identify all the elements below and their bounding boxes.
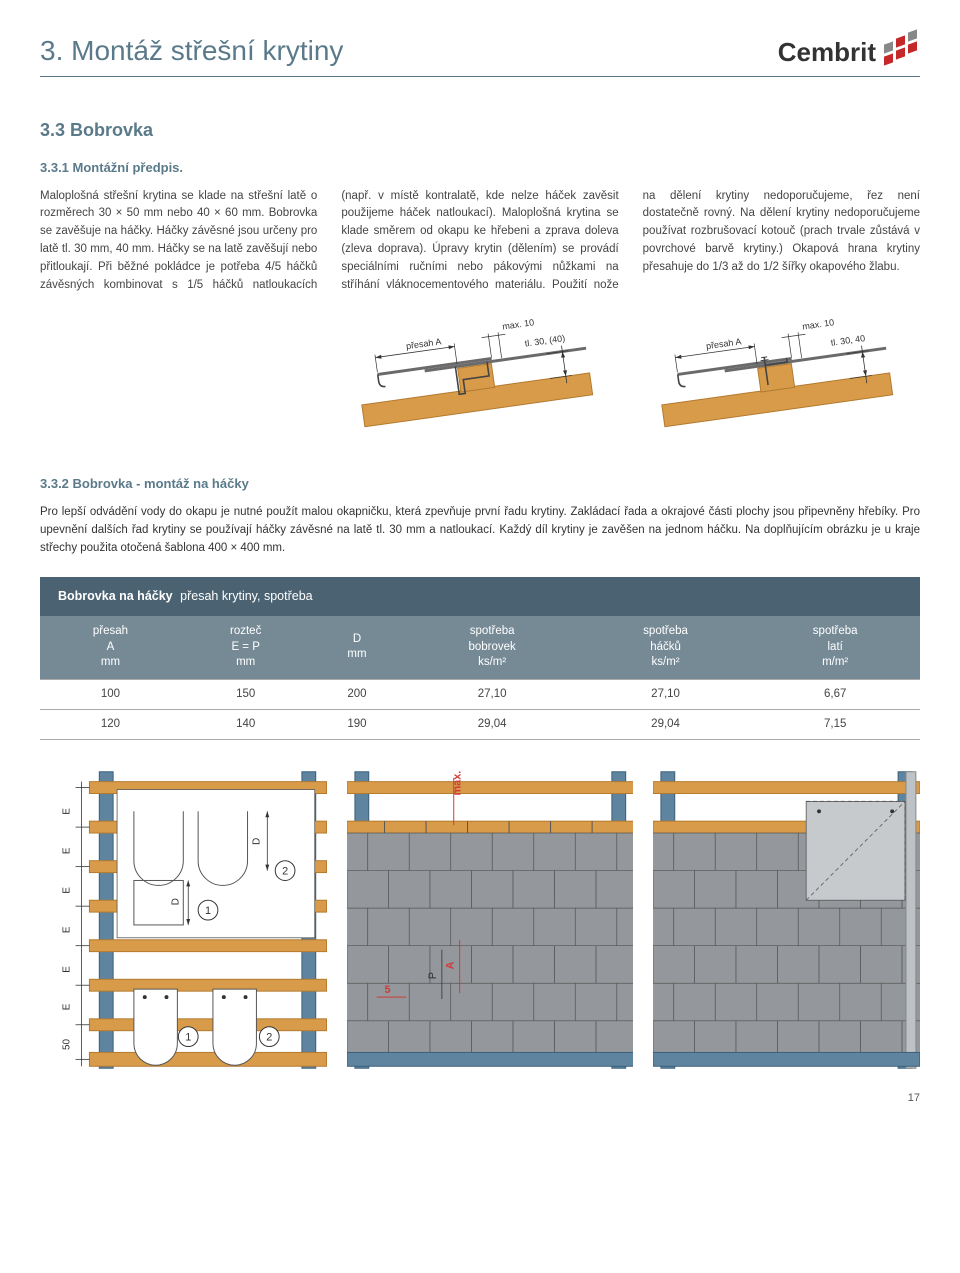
table-title-bold: Bobrovka na háčky bbox=[58, 589, 173, 603]
data-table: přesahAmmroztečE = PmmDmmspotřebabobrove… bbox=[40, 616, 920, 740]
cross-section-right: přesah A max. 10 tl. 30, 40 bbox=[640, 314, 910, 434]
subsection2-title: 3.3.2 Bobrovka - montáž na háčky bbox=[40, 474, 920, 494]
installation-diagrams: D D 1 2 1 2 bbox=[40, 770, 920, 1070]
table-col-header: spotřebabobrovekks/m² bbox=[404, 616, 581, 679]
section-title: 3.3 Bobrovka bbox=[40, 117, 920, 144]
roof-tiles-diagram: max. 10 5 P A bbox=[347, 770, 634, 1070]
table-row: 12014019029,0429,047,15 bbox=[40, 709, 920, 739]
table-cell: 29,04 bbox=[404, 709, 581, 739]
table-col-header: Dmm bbox=[310, 616, 403, 679]
svg-text:E: E bbox=[62, 1003, 73, 1010]
table-cell: 7,15 bbox=[750, 709, 920, 739]
svg-text:tl. 30, (40): tl. 30, (40) bbox=[524, 333, 566, 349]
table-cell: 140 bbox=[181, 709, 310, 739]
table-cell: 6,67 bbox=[750, 679, 920, 709]
consumption-table: Bobrovka na háčky přesah krytiny, spotře… bbox=[40, 577, 920, 740]
page-header: 3. Montáž střešní krytiny Cembrit bbox=[40, 30, 920, 77]
cross-section-left: přesah A max. 10 tl. 30, (40) bbox=[340, 314, 610, 434]
svg-text:D: D bbox=[170, 898, 181, 905]
table-title-light: přesah krytiny, spotřeba bbox=[180, 589, 312, 603]
svg-text:1: 1 bbox=[205, 905, 211, 917]
svg-text:E: E bbox=[62, 887, 73, 894]
table-cell: 150 bbox=[181, 679, 310, 709]
table-cell: 200 bbox=[310, 679, 403, 709]
table-cell: 100 bbox=[40, 679, 181, 709]
edge-detail-diagram bbox=[653, 770, 920, 1070]
svg-text:2: 2 bbox=[266, 1032, 272, 1044]
table-row: 10015020027,1027,106,67 bbox=[40, 679, 920, 709]
svg-text:max. 10: max. 10 bbox=[802, 318, 835, 332]
body-columns: Maloplošná střešní krytina se klade na s… bbox=[40, 188, 920, 295]
subsection-title: 3.3.1 Montážní předpis. bbox=[40, 158, 920, 178]
svg-text:tl. 30, 40: tl. 30, 40 bbox=[830, 333, 866, 348]
svg-text:D: D bbox=[251, 838, 262, 845]
svg-text:A: A bbox=[444, 962, 456, 970]
svg-text:E: E bbox=[62, 808, 73, 815]
svg-text:2: 2 bbox=[282, 866, 288, 878]
table-cell: 29,04 bbox=[581, 709, 751, 739]
table-col-header: spotřebalatím/m² bbox=[750, 616, 920, 679]
svg-text:50: 50 bbox=[62, 1039, 73, 1050]
table-cell: 27,10 bbox=[404, 679, 581, 709]
subsection2-intro: Pro lepší odvádění vody do okapu je nutn… bbox=[40, 504, 920, 557]
svg-text:P: P bbox=[427, 972, 439, 979]
table-cell: 27,10 bbox=[581, 679, 751, 709]
svg-text:E: E bbox=[62, 847, 73, 854]
table-col-header: spotřebaháčkůks/m² bbox=[581, 616, 751, 679]
brand-logo: Cembrit bbox=[778, 33, 920, 72]
brand-mark-icon bbox=[882, 37, 920, 69]
svg-text:1: 1 bbox=[185, 1032, 191, 1044]
table-col-header: přesahAmm bbox=[40, 616, 181, 679]
svg-text:E: E bbox=[62, 966, 73, 973]
brand-name: Cembrit bbox=[778, 33, 876, 72]
cross-section-diagrams: přesah A max. 10 tl. 30, (40) bbox=[40, 314, 920, 434]
svg-text:E: E bbox=[62, 926, 73, 933]
table-cell: 190 bbox=[310, 709, 403, 739]
template-layout-diagram: D D 1 2 1 2 bbox=[40, 770, 327, 1070]
table-col-header: roztečE = Pmm bbox=[181, 616, 310, 679]
chapter-title: 3. Montáž střešní krytiny bbox=[40, 30, 343, 72]
svg-text:max. 10: max. 10 bbox=[502, 318, 535, 332]
table-title-bar: Bobrovka na háčky přesah krytiny, spotře… bbox=[40, 577, 920, 616]
page-number: 17 bbox=[40, 1090, 920, 1107]
body-text: Maloplošná střešní krytina se klade na s… bbox=[40, 188, 920, 295]
svg-text:5: 5 bbox=[384, 984, 390, 996]
table-cell: 120 bbox=[40, 709, 181, 739]
